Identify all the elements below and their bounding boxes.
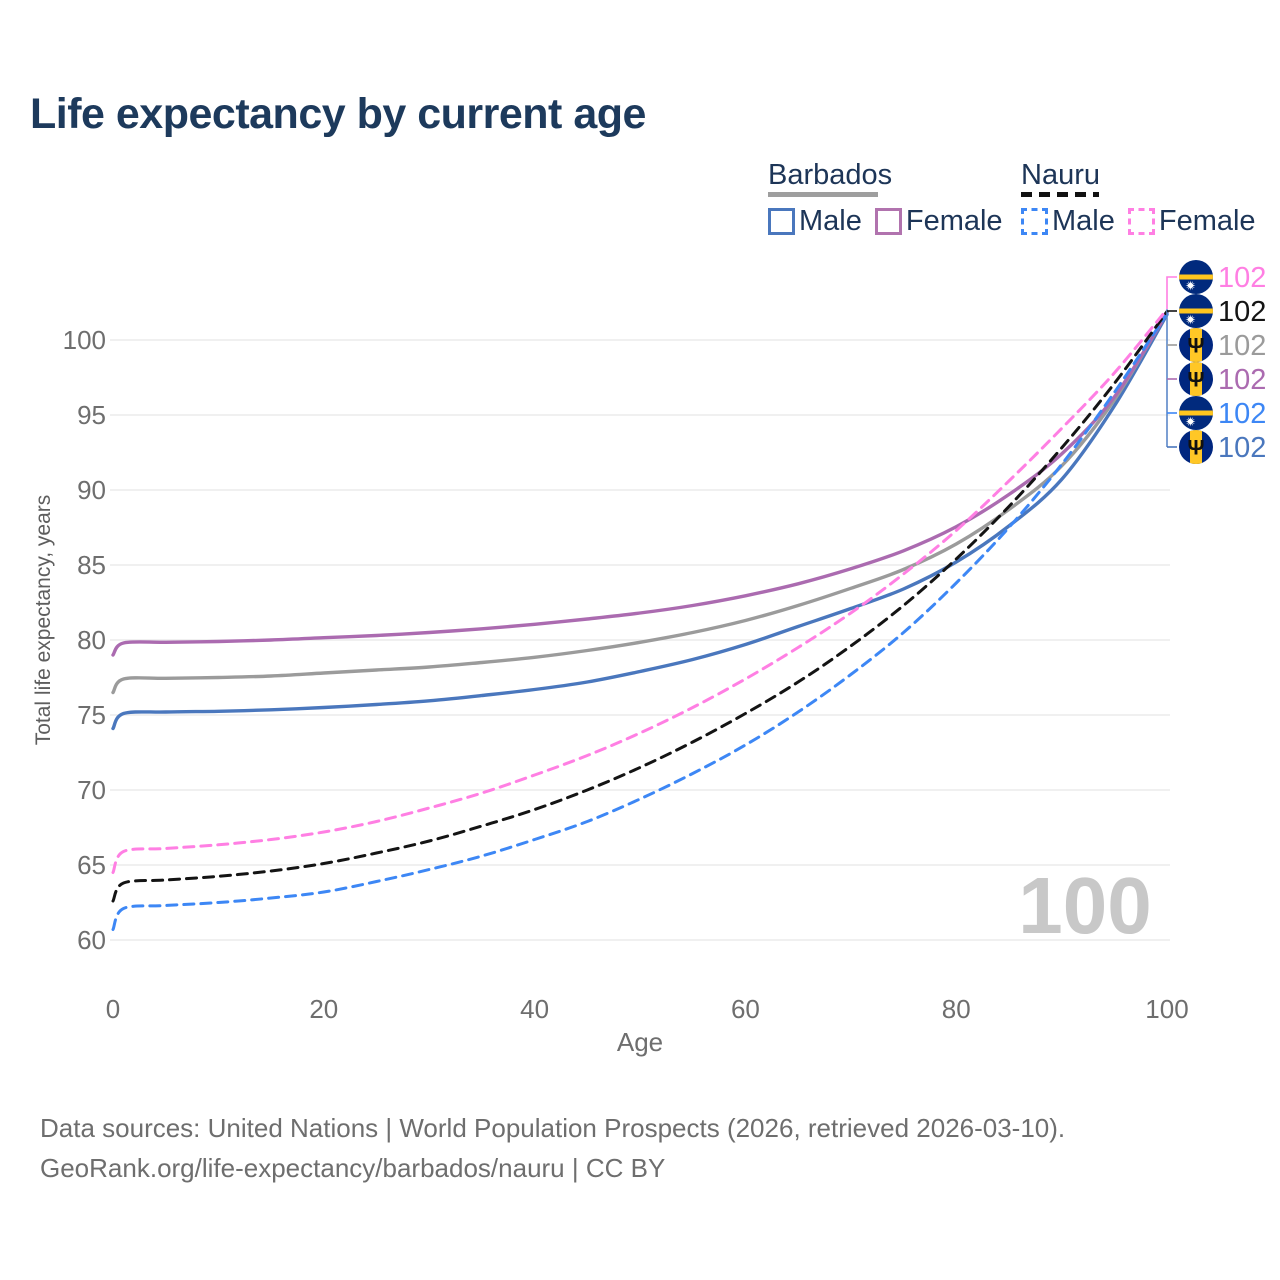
legend-group-barbados: Barbados Male Female: [768, 160, 1003, 238]
end-label-value: 102: [1218, 398, 1266, 430]
svg-text:Ψ: Ψ: [1188, 335, 1205, 358]
x-tick-label: 80: [942, 994, 971, 1024]
y-tick-label: 90: [77, 475, 106, 505]
barbados-flag-icon: Ψ: [1179, 328, 1213, 362]
end-label-nauru-female[interactable]: 102: [1179, 260, 1266, 294]
footer-url: GeoRank.org/life-expectancy/barbados/nau…: [40, 1153, 666, 1183]
y-tick-label: 75: [77, 700, 106, 730]
legend-item-label: Female: [905, 205, 1003, 237]
legend-item-nauru-female[interactable]: Female: [1127, 205, 1256, 238]
series-line-barbados-male[interactable]: [111, 312, 1169, 731]
legend-item-barbados-female[interactable]: Female: [874, 205, 1003, 238]
end-label-value: 102: [1218, 432, 1266, 464]
legend-group-title-nauru: Nauru: [1021, 159, 1100, 191]
y-tick-label: 85: [77, 550, 106, 580]
end-label-nauru[interactable]: 102: [1179, 294, 1266, 328]
legend-item-barbados-male[interactable]: Male: [768, 205, 862, 238]
x-tick-label: 60: [731, 994, 760, 1024]
series-line-nauru-female[interactable]: [111, 307, 1169, 874]
end-label-value: 102: [1218, 330, 1266, 362]
end-label-barbados-male[interactable]: Ψ 102: [1179, 430, 1266, 464]
end-label-value: 102: [1218, 296, 1266, 328]
legend-item-label: Female: [1158, 205, 1256, 237]
series-line-barbados-female[interactable]: [111, 311, 1169, 657]
end-label-value: 102: [1218, 262, 1266, 294]
legend-item-label: Male: [1052, 205, 1115, 237]
y-tick-label: 80: [77, 625, 106, 655]
x-tick-label: 40: [520, 994, 549, 1024]
svg-text:Ψ: Ψ: [1188, 369, 1205, 392]
series-line-nauru[interactable]: [111, 310, 1169, 903]
svg-text:Ψ: Ψ: [1188, 437, 1205, 460]
y-axis-title: Total life expectancy, years: [32, 494, 55, 746]
solid-line-style-sample: [768, 192, 878, 197]
barbados-flag-icon: Ψ: [1179, 362, 1213, 396]
legend-item-nauru-male[interactable]: Male: [1021, 205, 1115, 238]
checkbox-icon[interactable]: [768, 208, 795, 235]
nauru-flag-icon: [1179, 396, 1213, 430]
barbados-flag-icon: Ψ: [1179, 430, 1213, 464]
x-tick-label: 0: [106, 994, 120, 1024]
x-tick-label: 20: [309, 994, 338, 1024]
footer: Data sources: United Nations | World Pop…: [40, 1108, 1065, 1188]
series-line-nauru-male[interactable]: [111, 312, 1169, 931]
y-tick-label: 95: [77, 400, 106, 430]
footer-sources: Data sources: United Nations | World Pop…: [40, 1113, 1066, 1143]
end-label-value: 102: [1218, 364, 1266, 396]
y-tick-label: 65: [77, 850, 106, 880]
end-label-nauru-male[interactable]: 102: [1179, 396, 1266, 430]
chart-title: Life expectancy by current age: [30, 90, 646, 138]
legend: Barbados Male Female Nauru Male: [0, 160, 1280, 240]
checkbox-icon[interactable]: [1127, 208, 1155, 235]
legend-group-nauru: Nauru Male Female: [1021, 160, 1256, 238]
checkbox-icon[interactable]: [874, 208, 902, 235]
end-label-barbados-female[interactable]: Ψ 102: [1179, 362, 1266, 396]
x-axis-title: Age: [616, 1027, 664, 1057]
end-label-barbados[interactable]: Ψ 102: [1179, 328, 1266, 362]
y-tick-label: 70: [77, 775, 106, 805]
series-line-barbados[interactable]: [111, 310, 1169, 695]
checkbox-icon[interactable]: [1021, 208, 1048, 235]
nauru-flag-icon: [1179, 294, 1213, 328]
legend-item-label: Male: [799, 205, 862, 237]
dashed-line-style-sample: [1021, 192, 1099, 197]
legend-group-title-barbados: Barbados: [768, 159, 893, 191]
y-tick-label: 60: [77, 925, 106, 955]
y-tick-label: 100: [63, 325, 106, 355]
nauru-flag-icon: [1179, 260, 1213, 294]
age-watermark: 100: [1018, 861, 1152, 950]
x-tick-label: 100: [1145, 994, 1188, 1024]
